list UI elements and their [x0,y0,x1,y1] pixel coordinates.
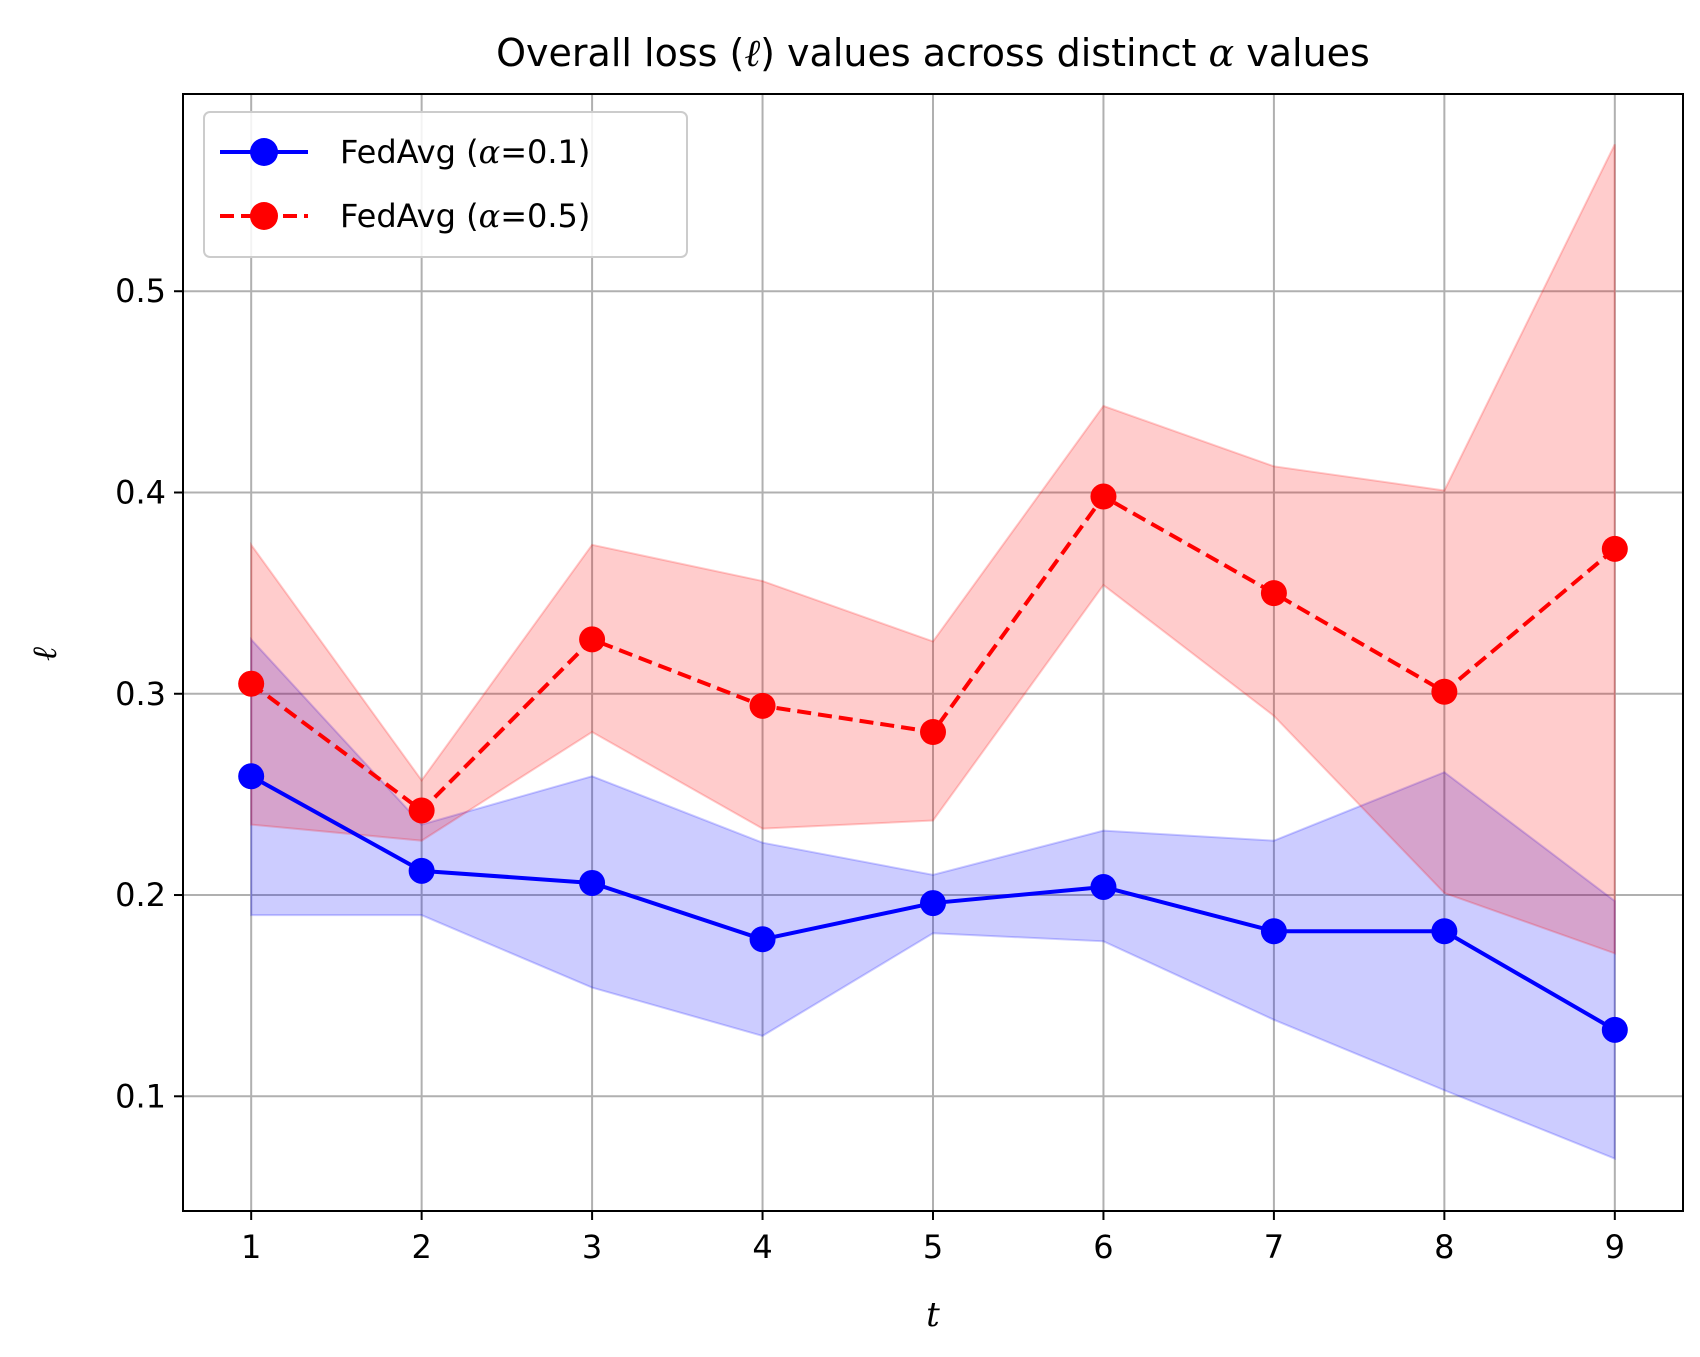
chart-title-part-1: Overall loss ( [496,31,744,75]
x-axis-label: t [926,1295,940,1335]
chart-title-part-2: ) values across distinct [760,31,1208,75]
legend-label-0-alpha: α [479,133,501,171]
band-series-1 [250,143,1616,955]
series-markers [238,483,1628,1043]
x-tick-label-4: 4 [752,1228,772,1266]
point-series-1-t1 [238,670,265,697]
x-tick-label-5: 5 [923,1228,943,1266]
x-tick-label-7: 7 [1264,1228,1284,1266]
y-tick-label-0.3: 0.3 [115,675,166,713]
x-tick-label-2: 2 [411,1228,431,1266]
point-series-1-t3 [579,626,606,653]
chart-title-alpha: α [1209,31,1235,75]
x-tick-label-1: 1 [241,1228,261,1266]
point-series-0-t8 [1431,918,1458,945]
point-series-1-t5 [920,718,946,745]
legend-label-1-alpha: α [479,197,501,235]
y-tick-label-0.2: 0.2 [115,876,166,914]
legend-box [203,111,688,258]
point-series-1-t4 [749,692,776,719]
legend-marker-fedavg-alpha-0.5 [250,202,278,230]
y-tick-label-0.1: 0.1 [115,1077,166,1115]
point-series-0-t2 [408,857,435,884]
y-tick-label-0.4: 0.4 [115,473,166,511]
point-series-0-t5 [920,890,946,917]
chart-title-part-3: values [1234,31,1370,75]
point-series-0-t4 [749,926,776,953]
point-series-1-t9 [1601,535,1628,562]
y-axis-label: ℓ [25,647,65,661]
x-tick-label-3: 3 [582,1228,602,1266]
legend-label-fedavg-alpha-0.1: FedAvg (α=0.1) [340,133,590,171]
point-series-0-t3 [579,869,606,896]
legend-label-1-prefix: FedAvg ( [340,197,479,235]
legend-label-0-prefix: FedAvg ( [340,133,479,171]
legend-label-fedavg-alpha-0.5: FedAvg (α=0.5) [340,197,590,235]
point-series-0-t6 [1090,873,1117,900]
point-series-1-t2 [408,797,435,824]
point-series-0-t1 [238,763,265,790]
legend-label-1-suffix: =0.5) [500,197,590,235]
point-series-1-t8 [1431,678,1458,705]
point-series-0-t9 [1601,1016,1628,1043]
point-series-0-t7 [1260,918,1287,945]
point-series-1-t7 [1260,580,1287,607]
point-series-1-t6 [1090,483,1117,510]
x-tick-label-6: 6 [1093,1228,1113,1266]
y-tick-label-0.5: 0.5 [115,272,166,310]
legend-marker-fedavg-alpha-0.1 [250,138,278,166]
legend-label-0-suffix: =0.1) [500,133,590,171]
axis-ticks: 1 2 3 4 5 6 7 8 9 0.1 0.2 0.3 0.4 0.5 [115,272,1625,1266]
chart-title: Overall loss (ℓ) values across distinct … [496,31,1370,75]
chart-title-ell: ℓ [744,31,760,75]
x-tick-label-9: 9 [1605,1228,1625,1266]
legend: FedAvg (α=0.1) FedAvg (α=0.5) [203,111,688,258]
x-tick-label-8: 8 [1434,1228,1454,1266]
